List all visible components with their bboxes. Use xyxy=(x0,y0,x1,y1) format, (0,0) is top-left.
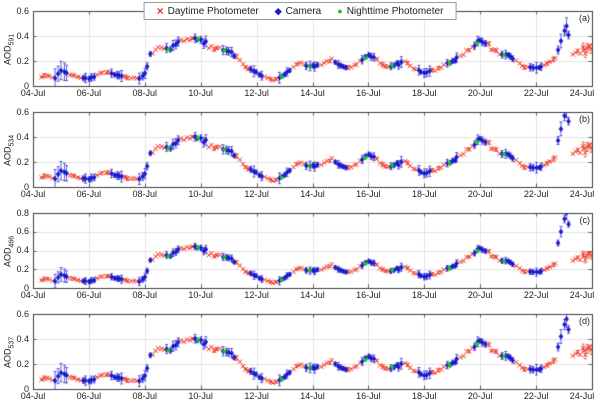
y-axis-label: AOD591 xyxy=(2,33,16,66)
y-tick-label: 0.6 xyxy=(16,106,29,117)
y-tick-label: 0.6 xyxy=(16,5,29,16)
panel-letter-label: (d) xyxy=(579,316,590,326)
x-tick-label: 12-Jul xyxy=(244,189,269,199)
y-tick-label: 0 xyxy=(23,383,29,394)
x-tick-label: 20-Jul xyxy=(467,88,493,98)
x-tick-label: 18-Jul xyxy=(412,189,437,199)
panel-letter-label: (c) xyxy=(579,215,591,225)
y-tick-label: 0.6 xyxy=(16,308,29,319)
x-tick-label: 06-Jul xyxy=(76,189,102,199)
x-tick-label: 14-Jul xyxy=(300,290,325,300)
legend: × Daytime Photometer ◆ Camera ● Nighttim… xyxy=(143,2,457,20)
chart-panel-466: AOD466 0 0.2 0.4 0.6 0.8 04-Jul 06-Jul 08-Jul 10-… xyxy=(0,208,600,309)
x-tick-label: 20-Jul xyxy=(467,290,493,300)
x-tick-label: 20-Jul xyxy=(467,189,493,199)
x-tick-label: 04-Jul xyxy=(20,88,46,98)
x-tick-label: 12-Jul xyxy=(244,88,269,98)
x-tick-label: 14-Jul xyxy=(300,88,325,98)
legend-label-camera: Camera xyxy=(285,5,322,17)
x-tick-label: 16-Jul xyxy=(356,189,381,199)
diamond-marker-icon: ◆ xyxy=(274,5,282,16)
x-tick-label: 18-Jul xyxy=(412,391,437,401)
panel-plot-canvas xyxy=(0,6,600,90)
x-tick-label: 04-Jul xyxy=(20,189,46,199)
x-tick-label: 06-Jul xyxy=(76,290,102,300)
x-tick-label: 10-Jul xyxy=(188,189,213,199)
y-axis-label: AOD537 xyxy=(2,336,16,369)
panel-plot-canvas xyxy=(0,107,600,191)
y-tick-label: 0.2 xyxy=(16,263,29,274)
x-tick-label: 18-Jul xyxy=(412,88,437,98)
y-tick-label: 0 xyxy=(23,80,29,91)
x-tick-label: 12-Jul xyxy=(244,391,269,401)
y-axis-label: AOD534 xyxy=(2,134,16,167)
chart-panel-534: AOD534 0 0.2 0.4 0.6 04-Jul 06-Jul 08-Jul 10-Jul… xyxy=(0,107,600,208)
legend-label-daytime-photometer: Daytime Photometer xyxy=(167,5,259,17)
x-tick-label: 22-Jul xyxy=(523,88,549,98)
x-tick-label: 14-Jul xyxy=(300,189,325,199)
y-tick-label: 0.4 xyxy=(16,245,29,255)
circle-marker-icon: ● xyxy=(337,5,343,16)
x-tick-label: 22-Jul xyxy=(523,189,549,199)
x-tick-label: 10-Jul xyxy=(188,88,213,98)
y-tick-label: 0 xyxy=(23,282,29,293)
x-tick-label: 22-Jul xyxy=(523,290,549,300)
y-tick-label: 0.2 xyxy=(16,55,29,66)
x-tick-label: 18-Jul xyxy=(412,290,437,300)
x-tick-label: 24-Jul xyxy=(569,290,595,300)
panel-plot-canvas xyxy=(0,309,600,393)
x-tick-label: 14-Jul xyxy=(300,391,325,401)
x-tick-label: 08-Jul xyxy=(132,189,158,199)
x-tick-label: 16-Jul xyxy=(356,391,381,401)
legend-item-daytime-photometer: × Daytime Photometer xyxy=(157,5,259,17)
y-tick-label: 0 xyxy=(23,181,29,192)
y-tick-label: 0.4 xyxy=(16,131,29,142)
x-tick-label: 08-Jul xyxy=(132,290,158,300)
x-tick-label: 12-Jul xyxy=(244,290,269,300)
x-tick-label: 10-Jul xyxy=(188,391,213,401)
legend-item-camera: ◆ Camera xyxy=(275,6,322,17)
y-tick-label: 0.4 xyxy=(16,333,29,344)
panel-letter-label: (a) xyxy=(579,13,590,23)
x-tick-label: 22-Jul xyxy=(523,391,549,401)
x-marker-icon: × xyxy=(156,4,164,18)
x-tick-label: 24-Jul xyxy=(569,88,595,98)
x-tick-label: 16-Jul xyxy=(356,290,381,300)
x-tick-label: 06-Jul xyxy=(76,88,102,98)
legend-item-nighttime-photometer: ● Nighttime Photometer xyxy=(337,6,443,17)
y-tick-label: 0.6 xyxy=(16,226,29,237)
panel-plot-canvas xyxy=(0,208,600,292)
x-tick-label: 08-Jul xyxy=(132,88,158,98)
y-tick-label: 0.4 xyxy=(16,30,29,41)
y-tick-label: 0.2 xyxy=(16,358,29,369)
legend-label-nighttime-photometer: Nighttime Photometer xyxy=(346,5,444,17)
x-tick-label: 06-Jul xyxy=(76,391,102,401)
chart-panel-537: AOD537 0 0.2 0.4 0.6 04-Jul 06-Jul 08-Jul 10-Jul… xyxy=(0,309,600,410)
x-tick-label: 24-Jul xyxy=(569,391,595,401)
x-tick-label: 10-Jul xyxy=(188,290,213,300)
x-tick-label: 04-Jul xyxy=(20,290,46,300)
y-tick-label: 0.2 xyxy=(16,156,29,167)
panels-container: AOD591 0 0.2 0.4 0.6 04-Jul 06-Jul 08-Jul 10-Jul… xyxy=(0,6,600,410)
x-tick-label: 24-Jul xyxy=(569,189,595,199)
y-tick-label: 0.8 xyxy=(16,207,29,218)
x-tick-label: 16-Jul xyxy=(356,88,381,98)
x-tick-label: 04-Jul xyxy=(20,391,46,401)
x-tick-label: 08-Jul xyxy=(132,391,158,401)
x-tick-label: 20-Jul xyxy=(467,391,493,401)
chart-panel-591: AOD591 0 0.2 0.4 0.6 04-Jul 06-Jul 08-Jul 10-Jul… xyxy=(0,6,600,107)
panel-letter-label: (b) xyxy=(579,114,590,124)
